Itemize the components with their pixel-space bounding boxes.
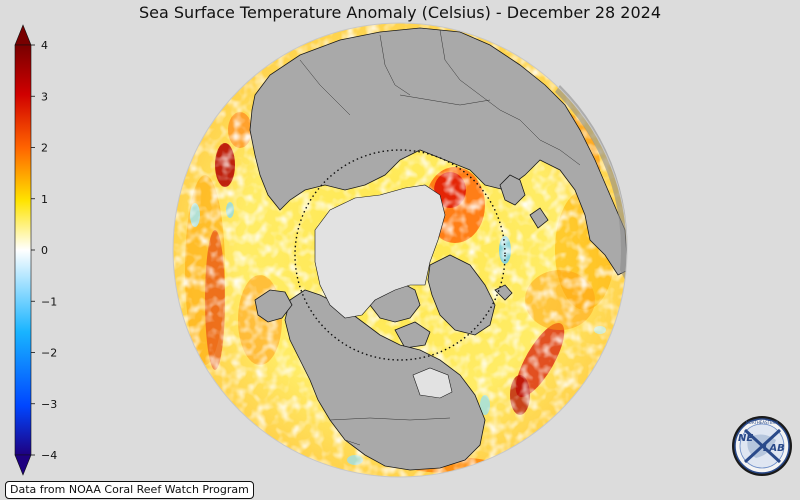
globe-outline [172,22,628,478]
colorbar-bottom-extend [14,454,32,476]
land-masses [249,27,627,471]
colorbar-tick-label: −3 [41,398,57,411]
globe-night-edge [555,85,628,280]
colorbar-tick-label: −2 [41,347,57,360]
colorbar-tick-label: 0 [41,244,48,257]
data-credit: Data from NOAA Coral Reef Watch Program [5,481,254,499]
logo-text-ne: NE [738,433,753,444]
arctic-circle [294,149,506,361]
logo-ring-text: NORTHEASTERN [746,420,779,425]
colorbar-tick-label: 4 [41,39,48,52]
country-borders [299,29,581,446]
map-title: Sea Surface Temperature Anomaly (Celsius… [139,3,661,22]
sea-ice [314,184,453,399]
colorbar-tick-label: 2 [41,142,48,155]
colorbar-tick-label: 3 [41,90,48,103]
logo-text-lab: LAB [763,443,785,454]
colorbar-tick-label: −4 [41,449,57,462]
colorbar-tick-label: 1 [41,193,48,206]
colorbar-tick-label: −1 [41,295,57,308]
